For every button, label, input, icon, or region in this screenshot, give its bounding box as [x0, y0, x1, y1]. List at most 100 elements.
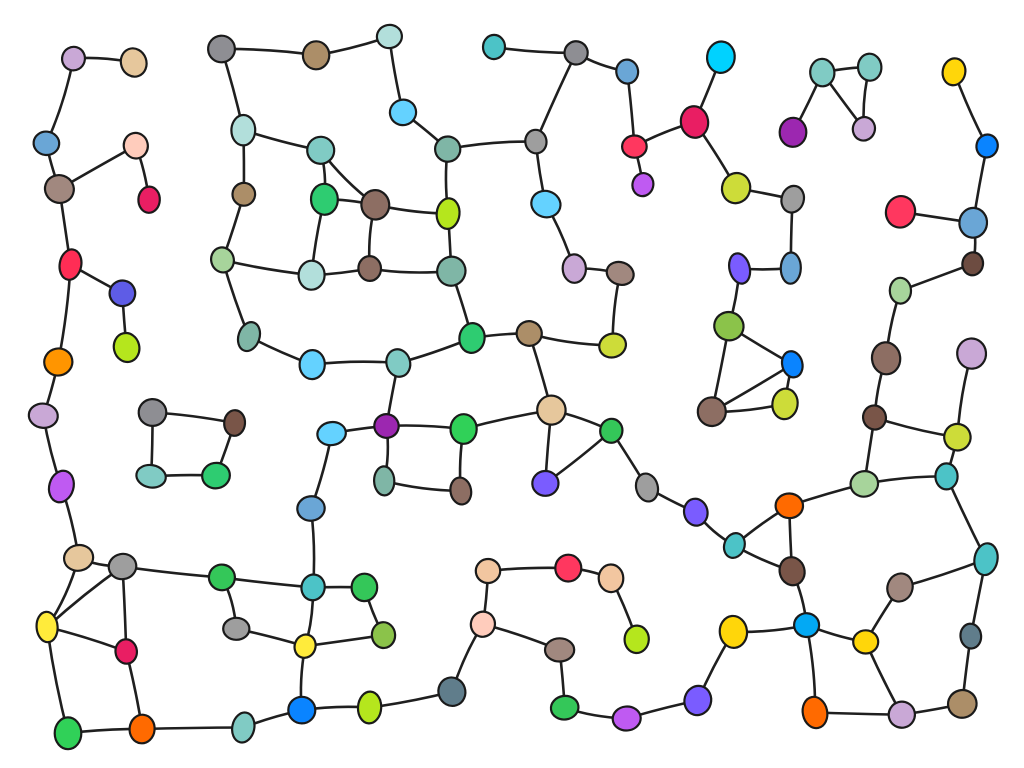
graph-node: [47, 469, 75, 504]
graph-node: [53, 716, 83, 751]
graph-node: [135, 463, 167, 489]
graph-node: [137, 397, 168, 428]
graph-node: [360, 189, 391, 221]
graph-node: [449, 413, 478, 445]
graph-node: [128, 713, 156, 745]
graph-node: [631, 171, 655, 198]
graph-node: [856, 52, 883, 82]
graph-node: [809, 57, 836, 88]
graph-node: [207, 34, 236, 64]
graph-node: [563, 40, 589, 66]
graph-node: [720, 171, 752, 205]
graph-node: [296, 495, 326, 522]
graph-node: [112, 331, 141, 364]
graph-node: [385, 348, 412, 378]
graph-node: [306, 135, 336, 165]
graph-node: [236, 321, 262, 353]
graph-node: [884, 194, 917, 229]
graph-node: [357, 255, 383, 282]
graph-node: [222, 616, 251, 641]
graph-node: [615, 58, 640, 85]
graph-node: [435, 197, 461, 230]
graph-node: [597, 563, 625, 594]
graph-node: [43, 174, 75, 204]
graph-node: [623, 624, 650, 655]
graph-node: [801, 695, 829, 730]
graph-node: [515, 320, 543, 347]
graph-node: [35, 610, 59, 644]
graph-edge: [45, 57, 75, 145]
graph-node: [298, 349, 326, 381]
graph-node: [58, 248, 83, 281]
graph-node: [372, 465, 396, 497]
graph-node: [886, 572, 914, 603]
graph-node: [705, 40, 736, 74]
graph-node: [524, 128, 548, 155]
graph-node: [481, 33, 507, 61]
graph-node: [293, 633, 317, 659]
graph-node: [114, 638, 139, 665]
graph-node: [943, 422, 972, 452]
graph-node: [375, 23, 403, 50]
graph-node: [975, 133, 999, 159]
graph-node: [60, 45, 87, 72]
graph-node: [973, 542, 999, 577]
graph-node: [531, 469, 560, 497]
graph-node: [301, 40, 331, 71]
graph-node: [62, 543, 95, 572]
graph-node: [621, 134, 648, 159]
graph-node: [32, 130, 61, 157]
graph-node: [682, 497, 709, 527]
graph-node: [958, 206, 989, 239]
graph-node: [356, 690, 383, 725]
graph-node: [852, 629, 880, 655]
graph-node: [561, 253, 588, 284]
graph-node: [771, 387, 799, 421]
graph-node: [230, 113, 257, 147]
graph-edge: [140, 726, 245, 731]
graph-node: [458, 322, 486, 354]
graph-node: [434, 135, 462, 163]
graph-node: [437, 676, 467, 708]
graph-node: [469, 610, 497, 638]
graph-node: [941, 57, 967, 87]
graph-node: [231, 181, 257, 207]
graph-node: [230, 711, 256, 744]
graph-node: [946, 688, 978, 719]
graph-node: [599, 417, 624, 444]
graph-node: [779, 251, 802, 285]
graph-node: [223, 409, 247, 437]
graph-node: [207, 563, 236, 592]
graph-node: [611, 705, 642, 732]
graph-node: [849, 470, 880, 498]
graph-node: [210, 246, 235, 274]
graph-node: [598, 332, 628, 359]
graph-node: [43, 347, 74, 377]
graph-node: [861, 404, 888, 431]
graph-node: [934, 462, 959, 491]
graph-node: [679, 105, 710, 139]
graph-node: [774, 492, 805, 520]
graph-node: [474, 557, 502, 585]
graph-node: [287, 695, 317, 725]
graph-node: [119, 47, 148, 78]
graph-node: [554, 553, 583, 583]
graph-node: [961, 251, 985, 277]
graph-node: [888, 276, 913, 305]
graph-node: [536, 394, 567, 426]
graph-node: [316, 420, 347, 447]
graph-node: [634, 472, 660, 503]
graph-node: [370, 621, 397, 650]
graph-node: [959, 622, 983, 650]
graph-node: [727, 252, 752, 285]
graph-node: [449, 476, 473, 506]
graph-node: [373, 413, 400, 439]
graph-edge: [45, 625, 128, 653]
graph-node: [297, 259, 326, 291]
graph-node: [722, 532, 746, 559]
graph-node: [780, 184, 806, 214]
graph-node: [778, 116, 808, 148]
graph-node: [605, 260, 635, 286]
node-layer: [27, 23, 999, 751]
